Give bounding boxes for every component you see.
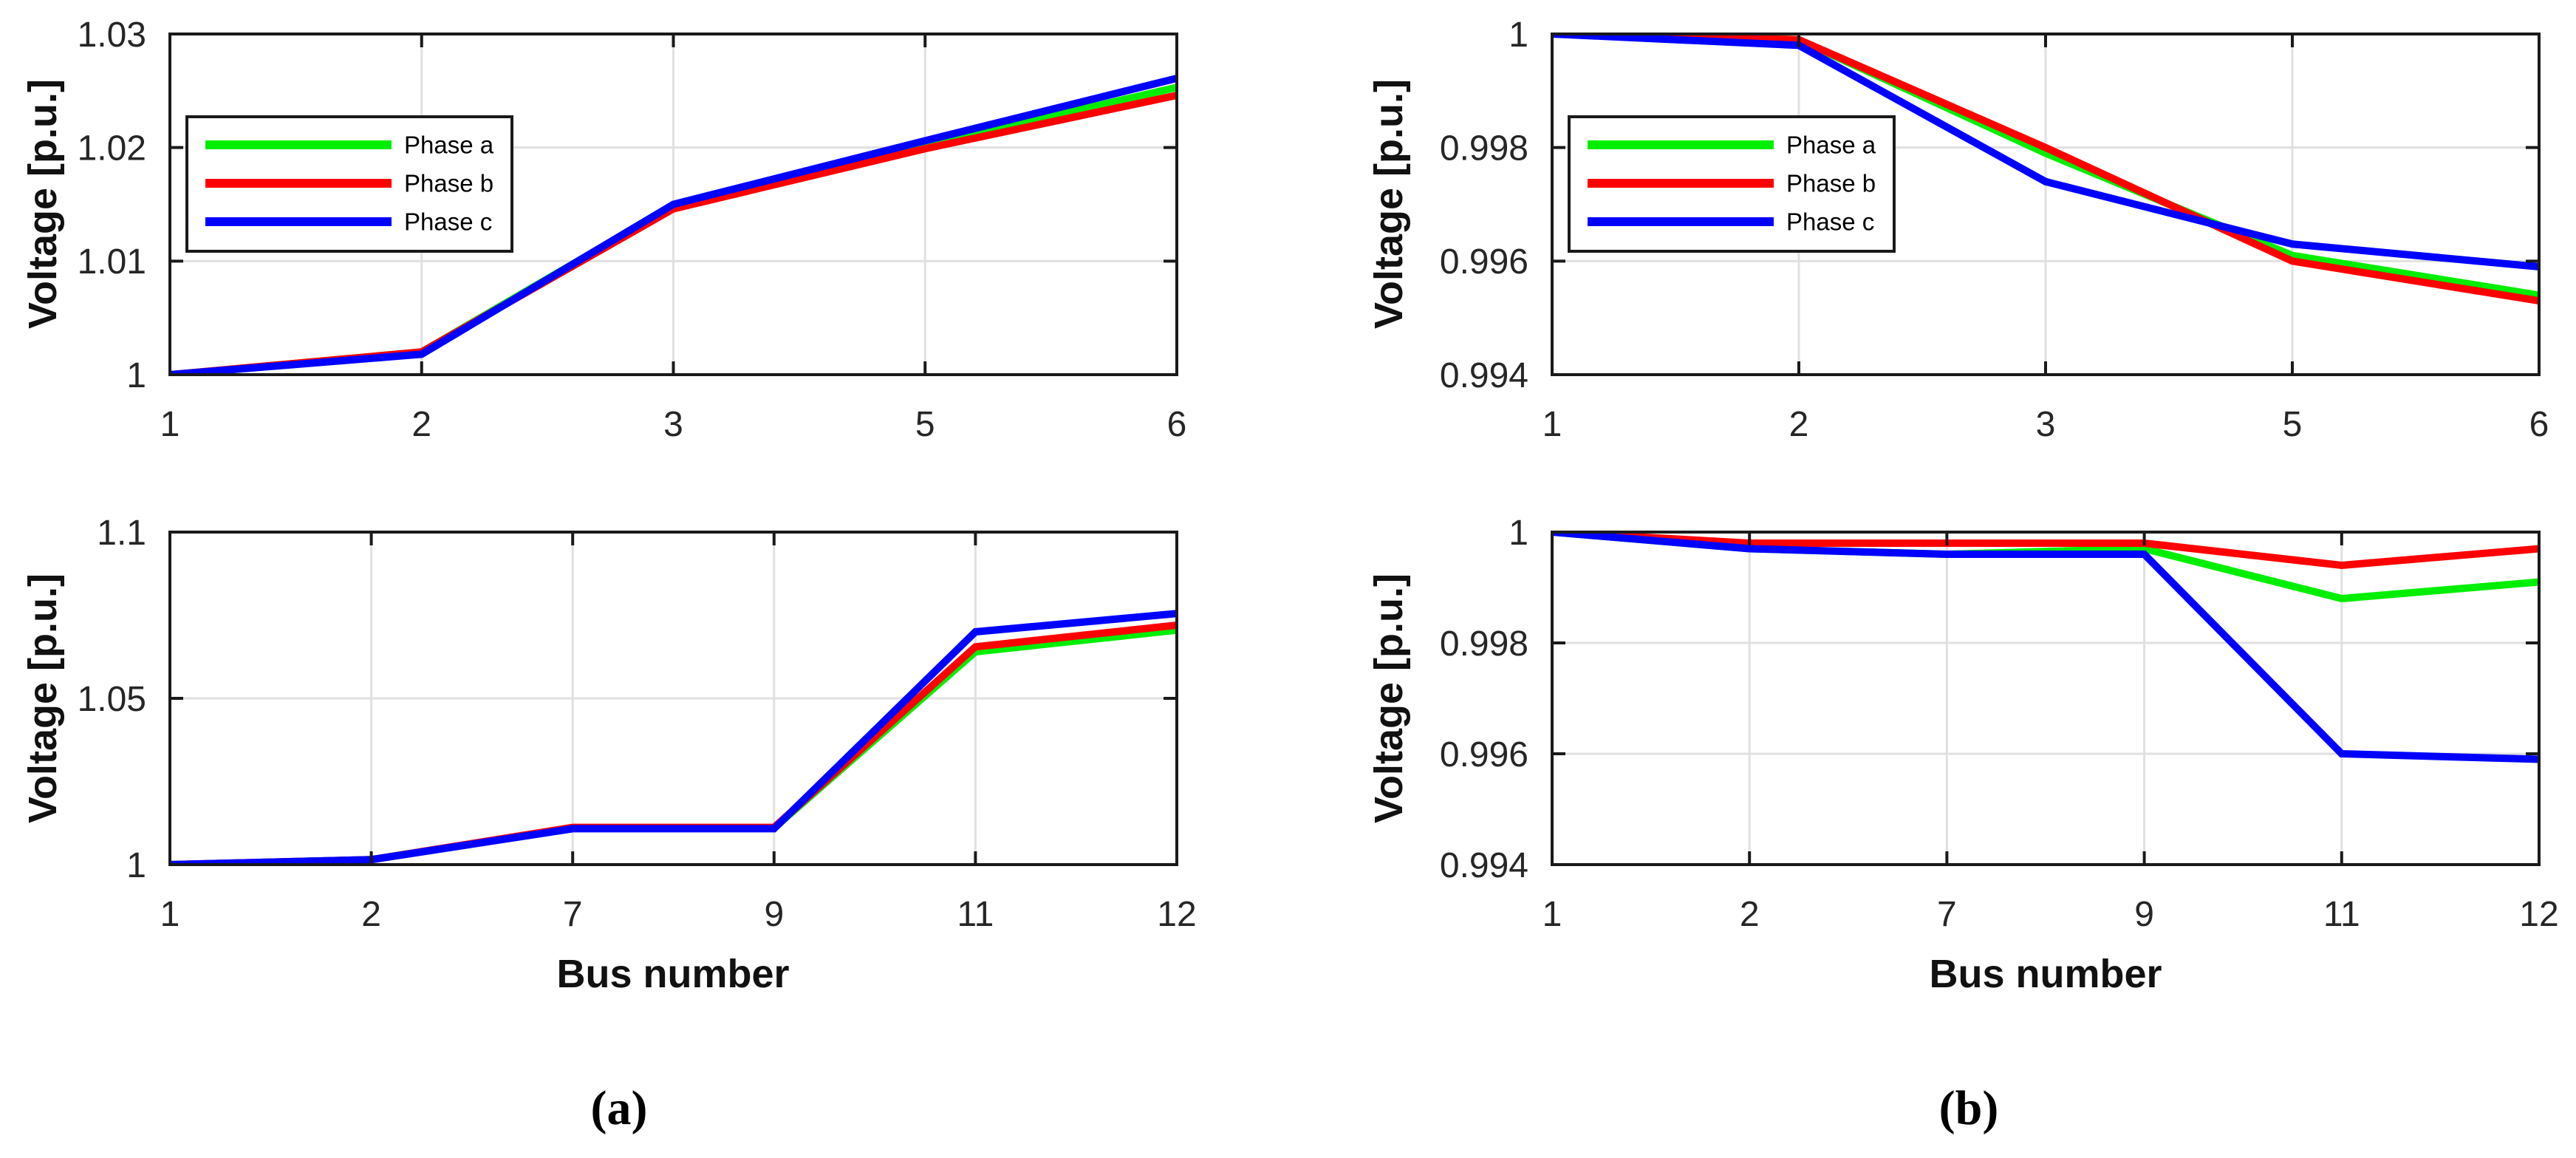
subfigure-caption-b: (b) — [1938, 1081, 1999, 1135]
y-tick-label: 0.996 — [1440, 242, 1528, 282]
grid — [1552, 532, 2539, 865]
x-tick-label: 3 — [663, 405, 683, 444]
y-tick-label: 1.1 — [97, 514, 146, 553]
legend-label-phase-c: Phase c — [1786, 208, 1874, 236]
y-tick-label: 1.01 — [78, 242, 146, 282]
y-tick-label: 1 — [126, 356, 146, 395]
x-tick-label: 2 — [361, 895, 381, 934]
x-tick-label: 6 — [2529, 405, 2549, 444]
y-tick-label: 0.994 — [1440, 356, 1528, 395]
x-tick-label: 2 — [1789, 405, 1809, 444]
series-line-phase-c — [170, 610, 1177, 865]
series-line-phase-c — [170, 75, 1177, 375]
y-tick-label: 0.998 — [1440, 129, 1528, 168]
x-tick-label: 3 — [2036, 405, 2056, 444]
chart-top-left: 1 2 3 5 6 1 1.01 1.02 1.03 Phase a Phase b Phase c — [78, 16, 1187, 444]
series-lines — [170, 610, 1177, 865]
y-tick-label: 1 — [126, 846, 146, 885]
series-line-phase-b — [1552, 34, 2539, 305]
x-tick-label: 1 — [160, 895, 180, 934]
y-axis-label-top-left: Voltage [p.u.] — [21, 79, 65, 329]
subfigure-caption-a: (a) — [590, 1081, 648, 1135]
y-tick-label: 1.05 — [78, 680, 146, 719]
x-tick-label: 1 — [1542, 405, 1562, 444]
legend-label-phase-c: Phase c — [404, 208, 492, 236]
series-line-phase-c — [1552, 34, 2539, 270]
y-tick-label: 0.994 — [1440, 846, 1528, 885]
y-axis-label-bottom-left: Voltage [p.u.] — [21, 573, 65, 823]
x-tick-label: 5 — [915, 405, 935, 444]
x-tick-label: 2 — [411, 405, 431, 444]
y-tick-label: 1 — [1509, 514, 1528, 553]
x-tick-label: 1 — [1542, 895, 1562, 934]
y-axis-label-bottom-right: Voltage [p.u.] — [1367, 573, 1411, 823]
legend-label-phase-a: Phase a — [404, 132, 494, 159]
y-tick-label: 0.996 — [1440, 735, 1528, 774]
x-tick-label: 9 — [2134, 895, 2154, 934]
tick-marks — [168, 531, 1178, 866]
x-axis-label-bottom-left: Bus number — [556, 952, 790, 996]
y-tick-label: 0.998 — [1440, 624, 1528, 664]
x-tick-label: 7 — [1937, 895, 1957, 934]
legend: Phase a Phase b Phase c — [1568, 115, 1896, 253]
y-tick-label: 1.02 — [78, 129, 146, 168]
tick-marks — [1551, 33, 2541, 376]
x-tick-label: 9 — [764, 895, 784, 934]
x-tick-label: 11 — [2323, 895, 2360, 934]
tick-marks — [1551, 531, 2541, 866]
y-tick-label: 1 — [1509, 16, 1528, 55]
x-tick-label: 5 — [2283, 405, 2303, 444]
series-line-phase-c — [1552, 532, 2539, 763]
x-tick-label: 12 — [2519, 895, 2558, 934]
y-tick-label: 1.03 — [78, 16, 146, 55]
tick-labels: 1 2 3 5 6 0.994 0.996 0.998 1 — [1440, 16, 2549, 444]
series-line-phase-b — [1552, 532, 2539, 570]
legend: Phase a Phase b Phase c — [185, 115, 513, 253]
grid — [170, 532, 1177, 865]
y-axis-label-top-right: Voltage [p.u.] — [1367, 79, 1411, 329]
x-tick-label: 1 — [160, 405, 180, 444]
x-axis-label-bottom-right: Bus number — [1929, 952, 2162, 996]
x-tick-label: 11 — [957, 895, 994, 934]
tick-labels: 1 2 3 5 6 1 1.01 1.02 1.03 — [78, 16, 1187, 444]
legend-label-phase-b: Phase b — [404, 170, 493, 197]
tick-marks — [168, 33, 1178, 376]
x-tick-label: 2 — [1740, 895, 1760, 934]
series-lines — [1552, 532, 2539, 763]
legend-label-phase-b: Phase b — [1786, 170, 1876, 197]
x-tick-label: 6 — [1167, 405, 1187, 444]
x-tick-label: 12 — [1157, 895, 1196, 934]
x-tick-label: 7 — [563, 895, 583, 934]
series-lines — [170, 75, 1177, 375]
legend-label-phase-a: Phase a — [1786, 132, 1876, 159]
axes-box — [1551, 531, 2541, 866]
series-lines — [1552, 34, 2539, 305]
